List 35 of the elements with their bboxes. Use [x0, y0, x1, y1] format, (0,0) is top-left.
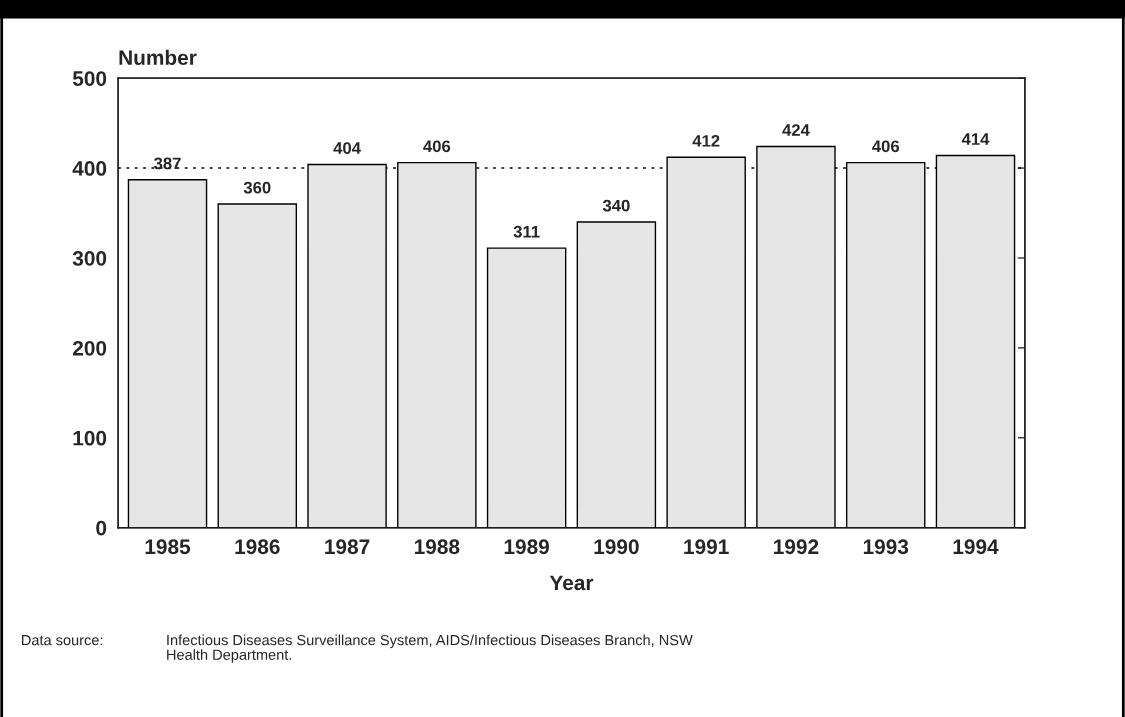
bar [127, 179, 208, 528]
data-label: 404 [333, 142, 361, 154]
y-tick-label: 200 [72, 340, 107, 356]
data-label: 424 [782, 124, 810, 136]
data-label: 412 [692, 134, 720, 147]
x-tick-label: 1992 [774, 539, 819, 555]
text: Infectious Diseases Surveillance System, AIDS/Infectious Diseases Branch, NSW Health Department. [167, 634, 693, 663]
y-tick-label: 500 [72, 71, 107, 86]
x-tick-label: 1990 [594, 539, 639, 555]
data-label: 311 [513, 225, 540, 238]
bar [666, 156, 746, 528]
bar [486, 247, 567, 528]
bar [576, 221, 657, 528]
x-tick-label: 1989 [504, 539, 550, 555]
data-label: 360 [243, 181, 271, 194]
x-axis-title: Year [549, 575, 594, 591]
x-tick-label: 1988 [414, 539, 460, 555]
x-tick-label: 1985 [145, 539, 191, 555]
y-axis-title: Number [119, 49, 197, 66]
data-label: 406 [423, 140, 451, 153]
x-tick-label: 1986 [235, 539, 280, 555]
data-label: 414 [961, 133, 990, 145]
source-note: Data source: [22, 635, 103, 646]
x-tick-label: 1991 [684, 539, 729, 555]
data-label: 387 [153, 157, 181, 170]
y-tick-label: 400 [72, 161, 107, 176]
y-tick-label: 0 [96, 520, 107, 536]
x-tick-label: 1987 [325, 539, 370, 555]
y-tick-label: 100 [73, 430, 107, 446]
bar [217, 203, 298, 528]
x-tick-label: 1993 [863, 539, 909, 555]
data-label: 340 [602, 199, 630, 212]
data-label: 406 [872, 140, 900, 153]
y-tick-label: 300 [72, 250, 107, 266]
x-tick-label: 1994 [953, 539, 999, 555]
